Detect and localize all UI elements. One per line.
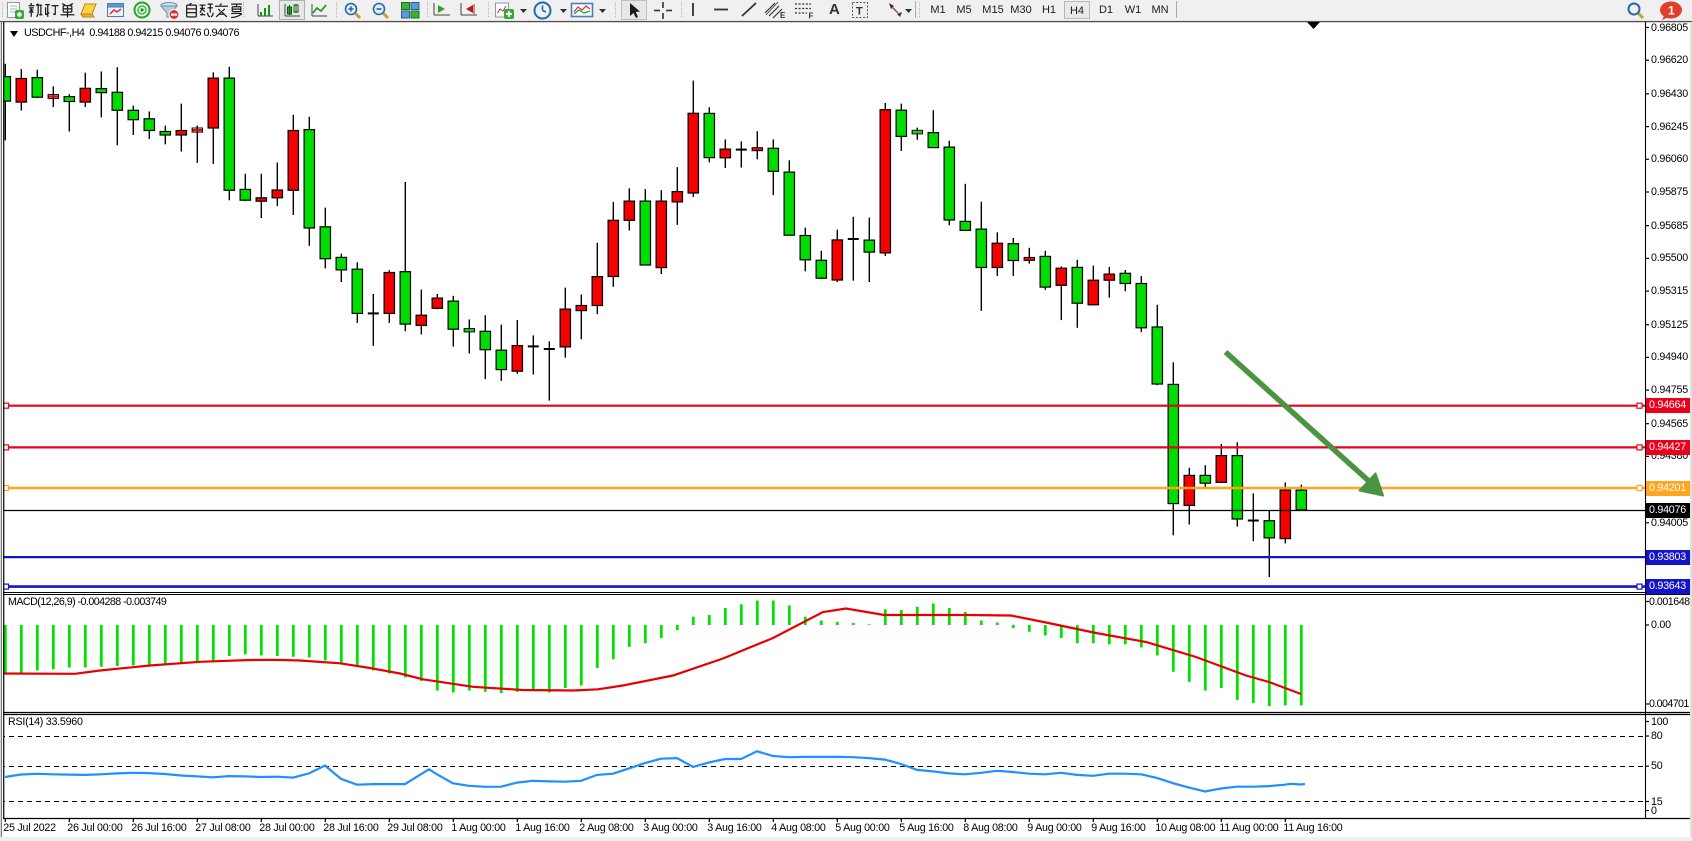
svg-text:E: E — [780, 11, 786, 19]
svg-text:1: 1 — [1668, 4, 1675, 18]
svg-text:T: T — [856, 6, 863, 18]
svg-text:F: F — [809, 12, 814, 20]
